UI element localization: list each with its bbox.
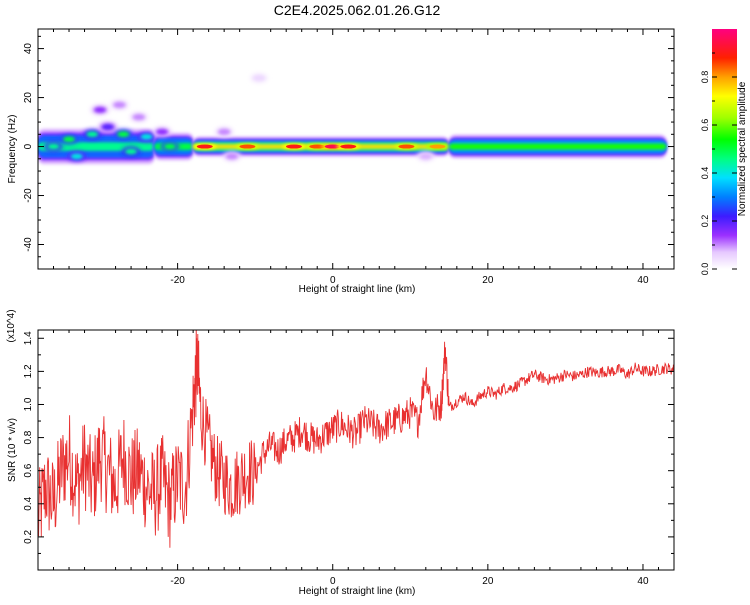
blob-13 bbox=[218, 128, 231, 135]
spectrogram-xtick-label-2: 20 bbox=[482, 275, 494, 286]
colorbar-tick-label-3: 0.6 bbox=[700, 119, 710, 132]
spectrogram-panel: -20 0 20 40 -40 -20 0 20 40 Height of straight l… bbox=[7, 28, 675, 295]
blob-6 bbox=[113, 101, 126, 108]
band-peak-0 bbox=[196, 144, 213, 149]
spectrogram-axes: -20 0 20 40 -40 -20 0 20 40 bbox=[23, 29, 675, 286]
figure-title: C2E4.2025.062.01.26.G12 bbox=[274, 2, 441, 18]
snr-ytick-label-0: 0.2 bbox=[23, 530, 34, 544]
colorbar: 0.0 0.2 0.4 0.6 0.8 Normalized spectral ampl… bbox=[700, 29, 748, 275]
blob-12 bbox=[163, 143, 176, 150]
snr-xtick-label-0: -20 bbox=[170, 576, 185, 587]
colorbar-gradient bbox=[712, 29, 737, 269]
blob-10 bbox=[140, 133, 153, 140]
spectrogram-ytick-label-0: -40 bbox=[23, 237, 34, 252]
blob-7 bbox=[117, 131, 130, 138]
band-peak-7 bbox=[429, 144, 446, 149]
colorbar-label: Normalized spectral amplitude bbox=[737, 81, 748, 216]
blob-14 bbox=[253, 74, 266, 81]
band-peak-5 bbox=[340, 144, 357, 149]
blob-0 bbox=[47, 143, 60, 150]
spectrogram-ytick-label-3: 20 bbox=[23, 92, 34, 104]
band-peak-3 bbox=[309, 144, 326, 149]
blob-11 bbox=[156, 128, 169, 135]
snr-ytick-label-5: 1.2 bbox=[23, 364, 34, 378]
band-segment-3-layer-4 bbox=[449, 143, 667, 150]
band-peak-4 bbox=[324, 144, 341, 149]
blob-16 bbox=[419, 153, 432, 160]
snr-ytick-label-3: 0.8 bbox=[23, 430, 34, 444]
snr-axes: -20 0 20 40 0.2 0.4 0.6 0.8 1.0 1.2 1.4 bbox=[23, 330, 675, 587]
blob-3 bbox=[86, 131, 99, 138]
colorbar-tick-label-0: 0.0 bbox=[700, 263, 710, 276]
snr-y-scale-label: (x10^4) bbox=[6, 309, 17, 342]
snr-plot-area bbox=[38, 330, 674, 548]
band-peak-2 bbox=[285, 144, 302, 149]
colorbar-tick-label-2: 0.4 bbox=[700, 167, 710, 180]
snr-series-line bbox=[38, 330, 674, 548]
spectrogram-frame bbox=[37, 28, 675, 270]
snr-xlabel: Height of straight line (km) bbox=[299, 586, 416, 597]
spectrogram-xtick-label-0: -20 bbox=[170, 275, 185, 286]
colorbar-tick-label-4: 0.8 bbox=[700, 71, 710, 84]
blob-1 bbox=[63, 136, 76, 143]
band-peak-1 bbox=[239, 144, 256, 149]
blob-9 bbox=[132, 114, 145, 121]
snr-xtick-label-1: 0 bbox=[330, 576, 336, 587]
snr-ytick-label-4: 1.0 bbox=[23, 397, 34, 411]
spectrogram-ytick-label-2: 0 bbox=[23, 143, 34, 149]
colorbar-tick-label-1: 0.2 bbox=[700, 215, 710, 228]
spectrogram-plot-area bbox=[38, 72, 667, 165]
spectrogram-ytick-label-1: -20 bbox=[23, 188, 34, 203]
snr-ylabel: SNR (10 * v/v) bbox=[7, 418, 18, 482]
snr-frame bbox=[37, 329, 675, 571]
blob-2 bbox=[70, 153, 83, 160]
snr-ytick-label-6: 1.4 bbox=[23, 331, 34, 345]
snr-panel: -20 0 20 40 0.2 0.4 0.6 0.8 1.0 1.2 1.4 Height of … bbox=[6, 309, 675, 597]
band-peak-6 bbox=[398, 144, 415, 149]
blob-4 bbox=[94, 106, 107, 113]
snr-ytick-label-2: 0.6 bbox=[23, 463, 34, 477]
spectrogram-xtick-label-1: 0 bbox=[330, 275, 336, 286]
spectrogram-xlabel: Height of straight line (km) bbox=[299, 284, 416, 295]
blob-5 bbox=[101, 123, 114, 130]
spectrogram-ylabel: Frequency (Hz) bbox=[7, 115, 18, 184]
colorbar-axis: 0.0 0.2 0.4 0.6 0.8 bbox=[700, 52, 737, 276]
snr-xtick-label-2: 20 bbox=[482, 576, 494, 587]
snr-ytick-label-1: 0.4 bbox=[23, 496, 34, 510]
spectrogram-xtick-label-3: 40 bbox=[637, 275, 649, 286]
spectrogram-ytick-label-4: 40 bbox=[23, 43, 34, 55]
blob-15 bbox=[225, 153, 238, 160]
snr-xtick-label-3: 40 bbox=[637, 576, 649, 587]
blob-8 bbox=[125, 148, 138, 155]
